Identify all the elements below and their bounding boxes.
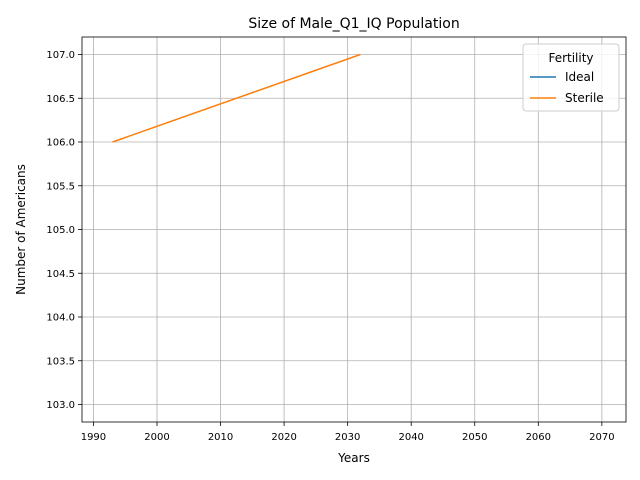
series-layer bbox=[112, 53, 361, 143]
y-tick-label: 107.0 bbox=[46, 50, 75, 61]
x-tick-label: 2000 bbox=[144, 432, 169, 443]
y-tick-label: 104.5 bbox=[46, 269, 75, 280]
chart-title: Size of Male_Q1_IQ Population bbox=[248, 16, 459, 32]
grid-lines bbox=[82, 37, 626, 422]
x-tick-label: 2040 bbox=[398, 432, 423, 443]
legend-label-sterile: Sterile bbox=[565, 91, 604, 105]
x-axis-label: Years bbox=[337, 451, 370, 465]
y-axis-label: Number of Americans bbox=[14, 164, 28, 295]
x-axis-ticks: 1990 2000 2010 2020 2030 2040 2050 2060 2070 bbox=[81, 422, 615, 443]
series-line-sterile bbox=[112, 53, 361, 143]
y-tick-label: 105.5 bbox=[46, 181, 75, 192]
legend-title: Fertility bbox=[548, 51, 593, 65]
x-tick-label: 2060 bbox=[526, 432, 551, 443]
legend-box bbox=[522, 43, 620, 112]
x-tick-label: 2050 bbox=[462, 432, 487, 443]
y-tick-label: 103.5 bbox=[46, 356, 75, 367]
x-tick-label: 2030 bbox=[335, 432, 360, 443]
legend-entries: Ideal Sterile bbox=[530, 70, 604, 105]
y-tick-label: 106.5 bbox=[46, 94, 75, 105]
y-tick-label: 104.0 bbox=[46, 313, 75, 324]
y-tick-label: 105.0 bbox=[46, 225, 75, 236]
legend-label-ideal: Ideal bbox=[565, 70, 594, 84]
y-tick-label: 106.0 bbox=[46, 138, 75, 149]
x-tick-label: 2020 bbox=[271, 432, 296, 443]
x-tick-label: 2010 bbox=[208, 432, 233, 443]
x-tick-label: 2070 bbox=[589, 432, 614, 443]
y-tick-label: 103.0 bbox=[46, 400, 75, 411]
x-tick-label: 1990 bbox=[81, 432, 106, 443]
y-axis-ticks: 103.0 103.5 104.0 104.5 105.0 105.5 106.0 106.5… bbox=[46, 50, 82, 411]
legend: Fertility Ideal Sterile bbox=[522, 43, 620, 112]
